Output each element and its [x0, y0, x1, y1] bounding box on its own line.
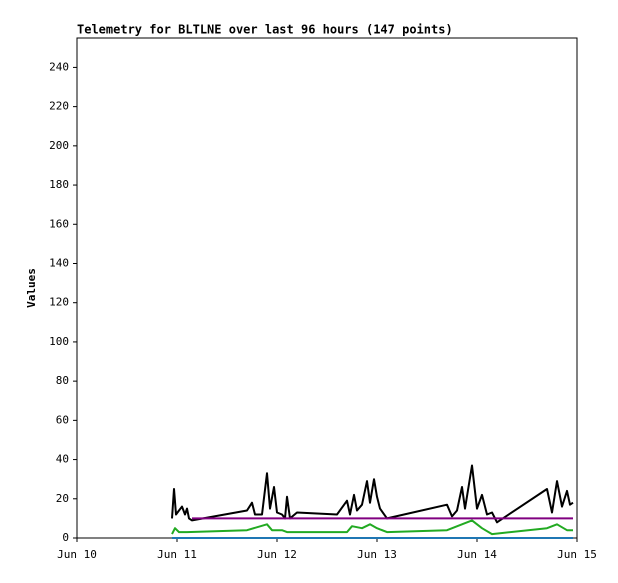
- y-tick-label: 200: [49, 139, 69, 152]
- y-tick-label: 140: [49, 256, 69, 269]
- y-tick-label: 20: [56, 492, 69, 505]
- y-axis-label: Values: [25, 268, 38, 308]
- x-tick-label: Jun 11: [157, 548, 197, 561]
- x-tick-label: Jun 10: [57, 548, 97, 561]
- y-tick-label: 220: [49, 100, 69, 113]
- series-line: [171, 519, 573, 536]
- chart-title: Telemetry for BLTLNE over last 96 hours …: [77, 23, 453, 37]
- y-tick-label: 40: [56, 453, 69, 466]
- y-tick-label: 240: [49, 60, 69, 73]
- x-tick-label: Jun 12: [257, 548, 297, 561]
- y-tick-label: 80: [56, 374, 69, 387]
- y-tick-label: 120: [49, 296, 69, 309]
- series-line: [171, 464, 574, 524]
- y-tick-label: 160: [49, 217, 69, 230]
- x-tick-label: Jun 15: [557, 548, 597, 561]
- x-tick-label: Jun 13: [357, 548, 397, 561]
- x-tick-label: Jun 14: [457, 548, 497, 561]
- y-tick-label: 60: [56, 413, 69, 426]
- y-tick-label: 100: [49, 335, 69, 348]
- y-tick-label: 180: [49, 178, 69, 191]
- y-tick-label: 0: [62, 531, 69, 544]
